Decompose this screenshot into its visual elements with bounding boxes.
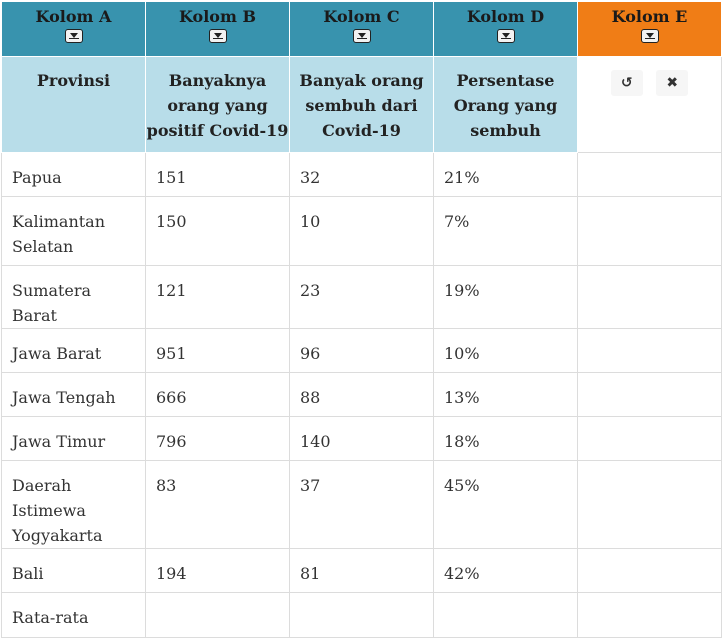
cell-provinsi[interactable]: Sumatera Barat <box>1 264 146 329</box>
column-c-label: Kolom C <box>323 7 400 26</box>
cell-sembuh[interactable] <box>289 591 434 638</box>
subheader-provinsi[interactable]: Provinsi <box>1 55 146 153</box>
cell-kolom-e[interactable] <box>577 547 722 593</box>
cell-positif[interactable]: 83 <box>145 459 290 549</box>
cell-kolom-e[interactable] <box>577 371 722 417</box>
cell-provinsi[interactable]: Jawa Tengah <box>1 371 146 417</box>
cell-persentase[interactable]: 18% <box>433 415 578 461</box>
table-row: Jawa Timur 796 140 18% <box>1 415 722 461</box>
cell-sembuh[interactable]: 140 <box>289 415 434 461</box>
column-d-header[interactable]: Kolom D <box>433 2 578 57</box>
table-row: Jawa Tengah 666 88 13% <box>1 371 722 417</box>
table-row: Papua 151 32 21% <box>1 151 722 197</box>
cell-persentase[interactable]: 7% <box>433 195 578 266</box>
cell-positif[interactable]: 121 <box>145 264 290 329</box>
column-c-dropdown-icon[interactable] <box>352 29 371 43</box>
cell-positif[interactable]: 194 <box>145 547 290 593</box>
cell-positif[interactable]: 951 <box>145 327 290 373</box>
cell-positif[interactable] <box>145 591 290 638</box>
subheader-row: Provinsi Banyaknya orang yang positif Co… <box>1 55 722 153</box>
subheader-tools: ↺ ✖ <box>577 55 722 153</box>
cell-provinsi[interactable]: Papua <box>1 151 146 197</box>
cell-sembuh[interactable]: 96 <box>289 327 434 373</box>
cell-sembuh[interactable]: 23 <box>289 264 434 329</box>
cell-provinsi[interactable]: Rata-rata <box>1 591 146 638</box>
column-d-dropdown-icon[interactable] <box>496 29 515 43</box>
table-row: Sumatera Barat 121 23 19% <box>1 264 722 329</box>
cell-kolom-e[interactable] <box>577 415 722 461</box>
cell-persentase[interactable]: 42% <box>433 547 578 593</box>
cell-persentase[interactable]: 13% <box>433 371 578 417</box>
table-row: Jawa Barat 951 96 10% <box>1 327 722 373</box>
column-b-dropdown-icon[interactable] <box>208 29 227 43</box>
column-b-label: Kolom B <box>179 7 256 26</box>
table-row: Rata-rata <box>1 591 722 638</box>
undo-icon[interactable]: ↺ <box>610 69 643 96</box>
column-d-label: Kolom D <box>466 7 545 26</box>
cell-provinsi[interactable]: Jawa Barat <box>1 327 146 373</box>
column-e-dropdown-icon[interactable] <box>640 29 659 43</box>
column-a-label: Kolom A <box>35 7 112 26</box>
cell-sembuh[interactable]: 10 <box>289 195 434 266</box>
table-row: Bali 194 81 42% <box>1 547 722 593</box>
column-a-dropdown-icon[interactable] <box>64 29 83 43</box>
cell-provinsi[interactable]: Bali <box>1 547 146 593</box>
cell-sembuh[interactable]: 81 <box>289 547 434 593</box>
subheader-persentase[interactable]: Persentase Orang yang sembuh <box>433 55 578 153</box>
column-header-row: Kolom A Kolom B Kolom C Kolom D Kolom E <box>1 2 722 57</box>
cell-persentase[interactable]: 21% <box>433 151 578 197</box>
cell-provinsi[interactable]: Daerah Istimewa Yogyakarta <box>1 459 146 549</box>
cell-persentase[interactable]: 45% <box>433 459 578 549</box>
cell-positif[interactable]: 150 <box>145 195 290 266</box>
clear-icon[interactable]: ✖ <box>656 69 689 96</box>
cell-kolom-e[interactable] <box>577 151 722 197</box>
cell-sembuh[interactable]: 32 <box>289 151 434 197</box>
column-c-header[interactable]: Kolom C <box>289 2 434 57</box>
cell-positif[interactable]: 666 <box>145 371 290 417</box>
column-e-label: Kolom E <box>611 7 688 26</box>
cell-kolom-e[interactable] <box>577 264 722 329</box>
cell-provinsi[interactable]: Kalimantan Selatan <box>1 195 146 266</box>
cell-provinsi[interactable]: Jawa Timur <box>1 415 146 461</box>
subheader-sembuh[interactable]: Banyak orang sembuh dari Covid-19 <box>289 55 434 153</box>
table-row: Kalimantan Selatan 150 10 7% <box>1 195 722 266</box>
subheader-positif[interactable]: Banyaknya orang yang positif Covid-19 <box>145 55 290 153</box>
column-b-header[interactable]: Kolom B <box>145 2 290 57</box>
cell-persentase[interactable] <box>433 591 578 638</box>
cell-sembuh[interactable]: 88 <box>289 371 434 417</box>
cell-sembuh[interactable]: 37 <box>289 459 434 549</box>
table-row: Daerah Istimewa Yogyakarta 83 37 45% <box>1 459 722 549</box>
cell-positif[interactable]: 151 <box>145 151 290 197</box>
cell-kolom-e[interactable] <box>577 327 722 373</box>
cell-persentase[interactable]: 19% <box>433 264 578 329</box>
cell-persentase[interactable]: 10% <box>433 327 578 373</box>
cell-kolom-e[interactable] <box>577 459 722 549</box>
column-e-header[interactable]: Kolom E <box>577 2 722 57</box>
cell-positif[interactable]: 796 <box>145 415 290 461</box>
column-a-header[interactable]: Kolom A <box>1 2 146 57</box>
cell-kolom-e[interactable] <box>577 195 722 266</box>
cell-kolom-e[interactable] <box>577 591 722 638</box>
